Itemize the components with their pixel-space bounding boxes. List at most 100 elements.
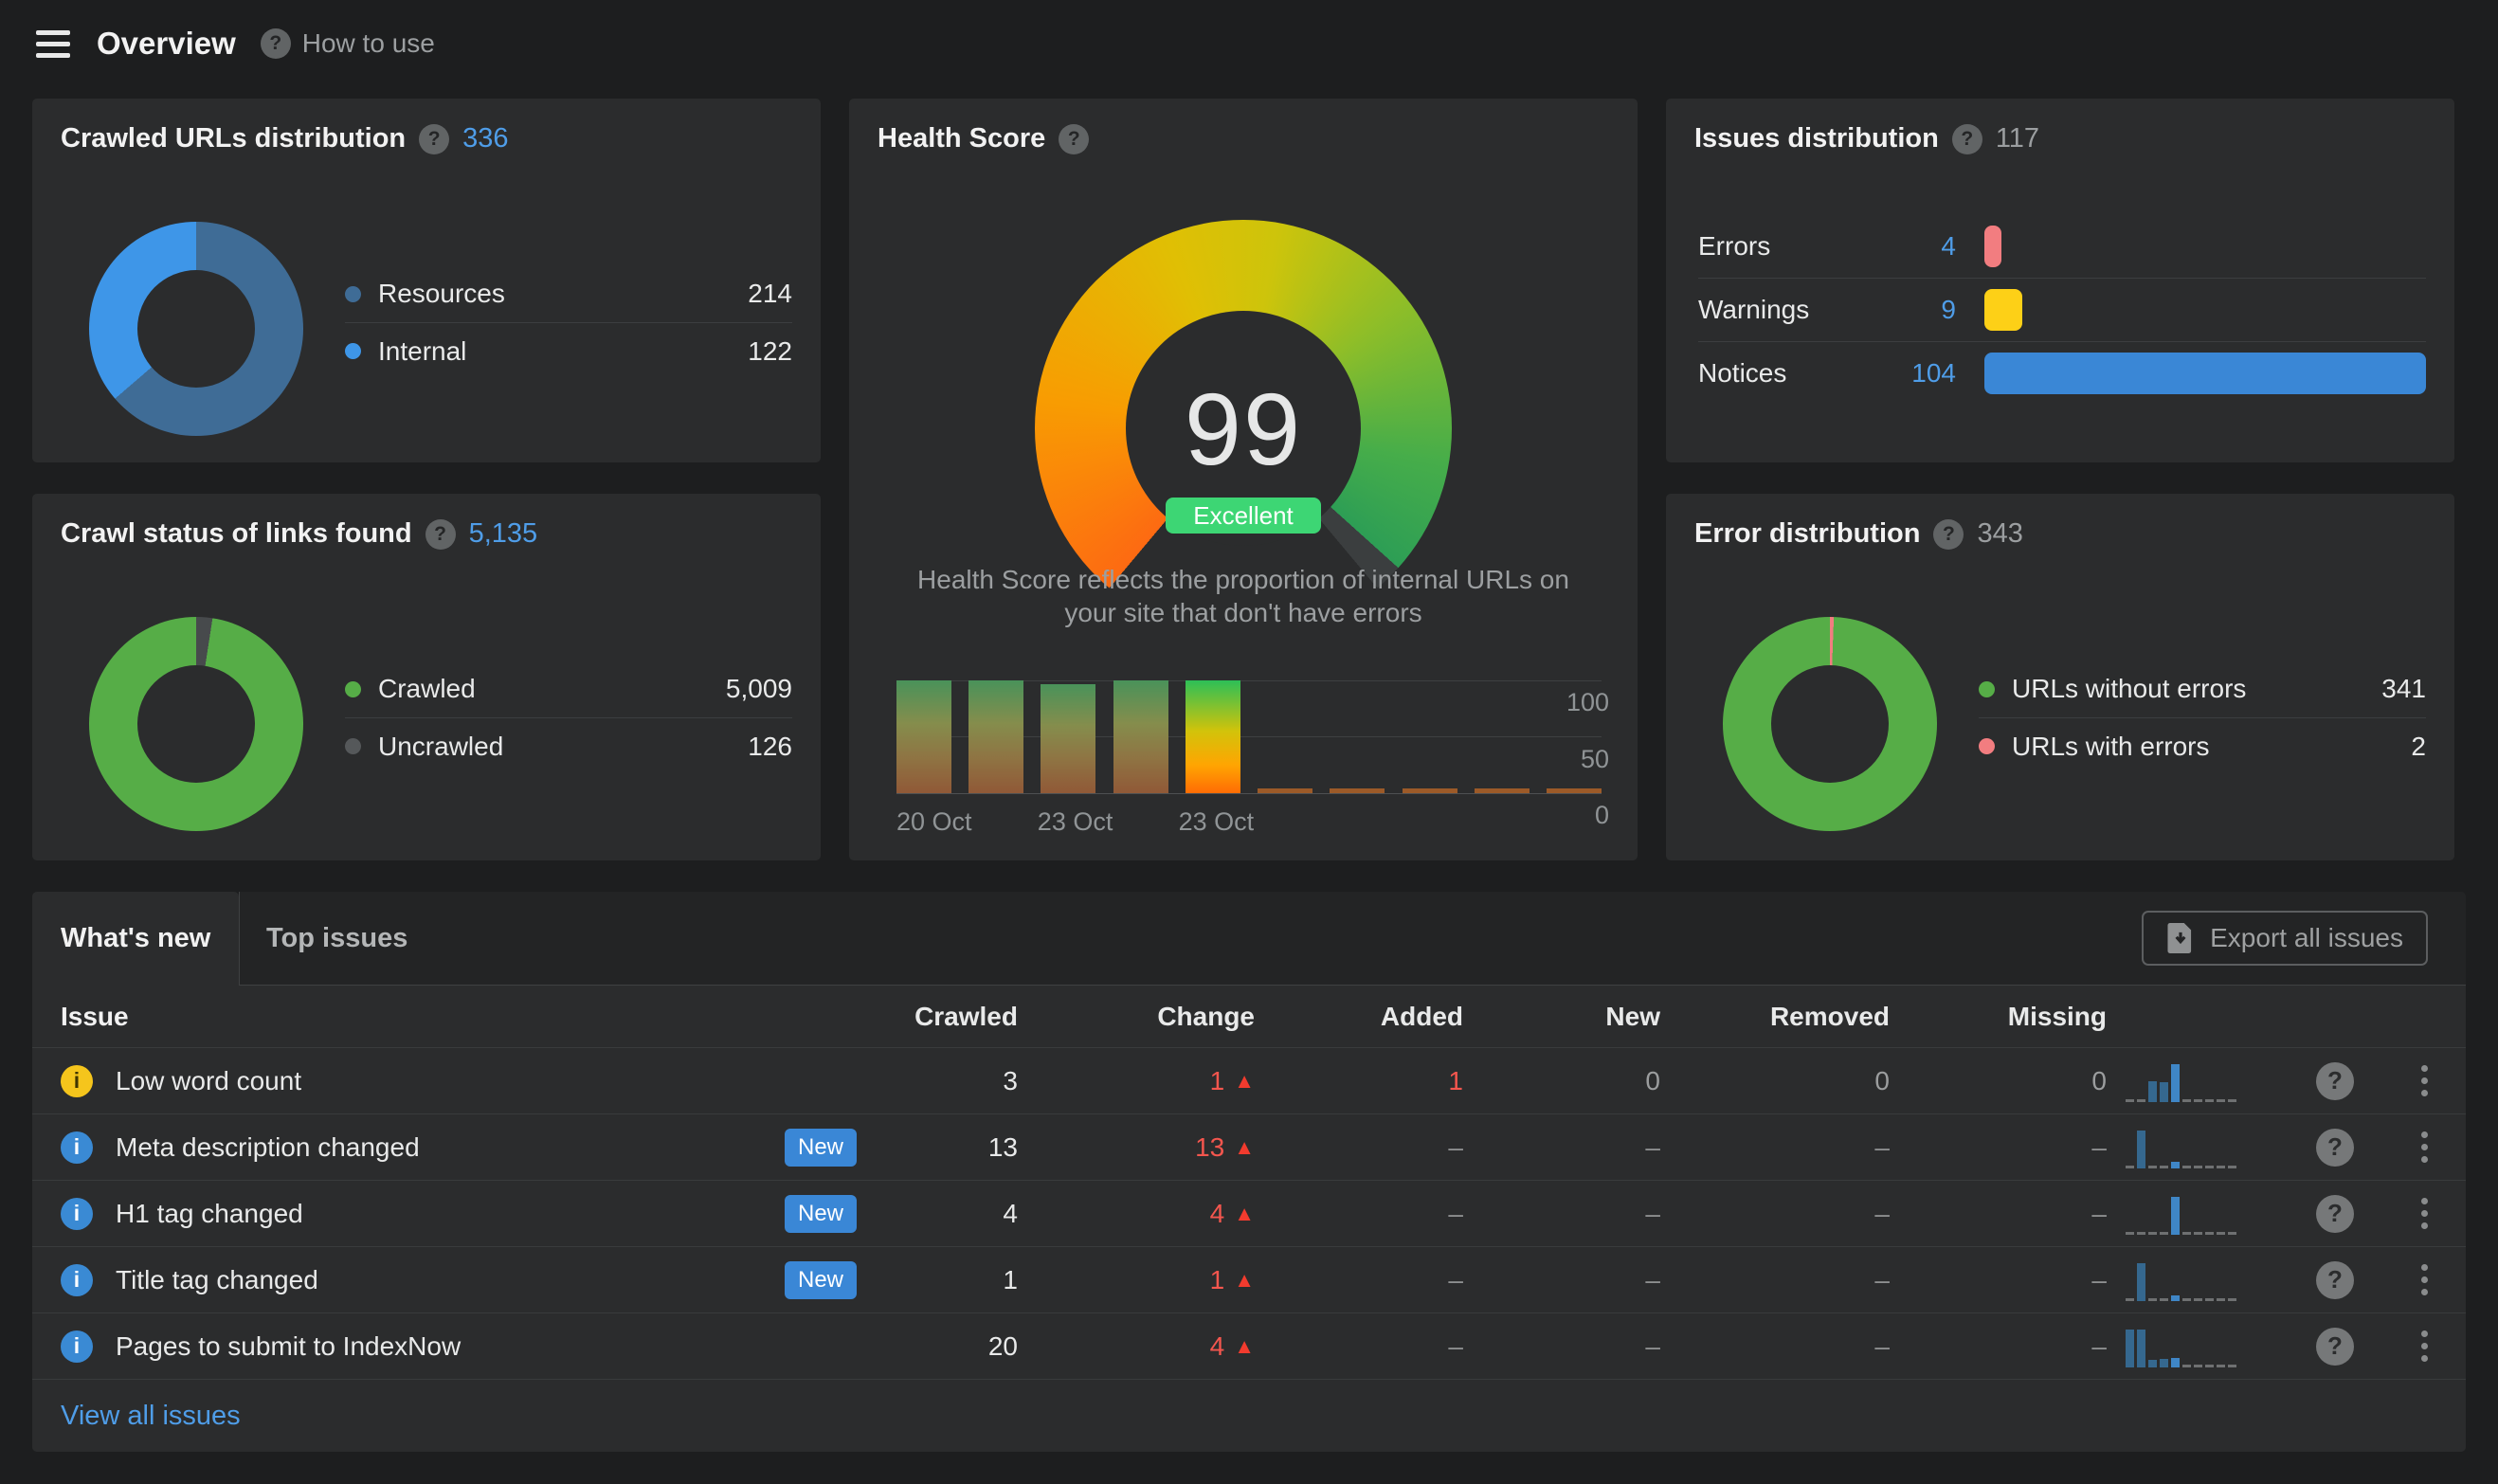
health-history-chart: [896, 680, 1602, 794]
export-all-issues-button[interactable]: Export all issues: [2142, 911, 2428, 966]
issue-label[interactable]: H1 tag changed: [116, 1198, 303, 1228]
health-score-value: 99: [1184, 371, 1303, 486]
issues-bar-list: Errors 4 Warnings 9 Notices 104: [1698, 214, 2426, 405]
issue-sparkline: [2107, 1127, 2288, 1168]
legend-dot: [345, 680, 361, 697]
new-badge: New: [784, 1260, 857, 1299]
change-cell: 4 ▲: [1018, 1331, 1255, 1362]
legend-value: 122: [748, 335, 792, 366]
help-icon[interactable]: ?: [1059, 123, 1090, 154]
cell-value: –: [1448, 1330, 1463, 1361]
issue-label[interactable]: Meta description changed: [116, 1131, 420, 1162]
issues-total: 117: [1995, 123, 2040, 154]
crawl-status-legend: Crawled 5,009 Uncrawled 126: [345, 661, 792, 774]
help-icon[interactable]: ?: [1933, 518, 1964, 550]
issue-dist-bar: [1984, 289, 2426, 331]
how-to-use[interactable]: ? How to use: [260, 28, 435, 59]
tab-whats-new[interactable]: What's new: [32, 892, 239, 986]
kebab-menu-icon[interactable]: [2420, 1330, 2428, 1362]
health-history-bar: [968, 680, 1024, 793]
kebab-menu-icon[interactable]: [2420, 1264, 2428, 1295]
issue-dist-count-link[interactable]: 104: [1911, 358, 1956, 388]
health-history-bar: [1330, 788, 1385, 793]
cell-value: 0: [2091, 1065, 2107, 1095]
cell-value: –: [1874, 1330, 1890, 1361]
issue-sparkline: [2107, 1193, 2288, 1235]
card-title: Crawl status of links found: [61, 518, 412, 549]
health-history-bar: [1113, 680, 1168, 793]
health-history-bar: [1041, 684, 1096, 793]
cell-value: 0: [1874, 1065, 1890, 1095]
row-help-icon[interactable]: ?: [2316, 1260, 2354, 1299]
issue-label[interactable]: Low word count: [116, 1065, 302, 1095]
issues-table: Issue Crawled Change Added New Removed M…: [32, 986, 2466, 1452]
legend-label: URLs with errors: [2012, 731, 2210, 761]
kebab-menu-icon[interactable]: [2420, 1198, 2428, 1229]
kebab-menu-icon[interactable]: [2420, 1131, 2428, 1163]
issue-dist-count-link[interactable]: 4: [1941, 230, 1956, 261]
arrow-up-icon: ▲: [1234, 1333, 1255, 1358]
tab-top-issues[interactable]: Top issues: [266, 922, 408, 953]
help-icon[interactable]: ?: [425, 518, 456, 550]
crawled-urls-card: Crawled URLs distribution ? 336 Resource…: [32, 99, 821, 462]
new-badge: New: [784, 1194, 857, 1233]
change-value: 1: [1209, 1264, 1225, 1294]
health-description: Health Score reflects the proportion of …: [917, 565, 1569, 627]
health-history-bar: [1258, 788, 1313, 793]
issue-dist-label: Errors: [1698, 230, 1771, 261]
kebab-menu-icon[interactable]: [2420, 1065, 2428, 1096]
issue-dist-count-link[interactable]: 9: [1941, 295, 1956, 324]
row-help-icon[interactable]: ?: [2316, 1194, 2354, 1233]
col-issue: Issue: [61, 1001, 129, 1031]
change-cell: 1 ▲: [1018, 1265, 1255, 1295]
legend-dot: [345, 343, 361, 359]
legend-label: Crawled: [378, 674, 476, 703]
col-new: New: [1605, 1001, 1660, 1031]
cell-value: –: [1448, 1198, 1463, 1228]
legend-value: 126: [748, 731, 792, 761]
menu-icon[interactable]: [36, 29, 70, 58]
help-icon[interactable]: ?: [1951, 123, 1982, 154]
legend-row: Crawled 5,009: [345, 661, 792, 717]
view-all-issues-link[interactable]: View all issues: [61, 1400, 241, 1431]
issue-sparkline: [2107, 1259, 2288, 1301]
issue-label[interactable]: Title tag changed: [116, 1264, 318, 1294]
change-cell: 13 ▲: [1018, 1132, 1255, 1163]
y-axis-tick: 0: [1594, 801, 1609, 829]
cell-value: 13: [987, 1131, 1018, 1162]
legend-row: Uncrawled 126: [345, 717, 792, 774]
legend-label: Internal: [378, 335, 467, 366]
card-title: Crawled URLs distribution: [61, 123, 407, 154]
issue-dist-label: Notices: [1698, 358, 1787, 388]
health-history-bar: [1474, 788, 1530, 793]
row-help-icon[interactable]: ?: [2316, 1327, 2354, 1366]
col-missing: Missing: [2007, 1001, 2107, 1031]
legend-label: URLs without errors: [2012, 674, 2247, 703]
cell-value: –: [1645, 1330, 1660, 1361]
legend-row: URLs without errors 341: [1979, 661, 2426, 717]
crawled-total-link[interactable]: 336: [462, 123, 509, 154]
col-removed: Removed: [1769, 1001, 1890, 1031]
top-bar: Overview ? How to use: [0, 0, 2498, 87]
cell-value: –: [1874, 1198, 1890, 1228]
page-title: Overview: [97, 26, 236, 61]
cell-value: 0: [1645, 1065, 1660, 1095]
crawl-status-total-link[interactable]: 5,135: [468, 518, 538, 549]
col-change: Change: [1157, 1001, 1255, 1031]
error-distribution-card: Error distribution ? 343 URLs without er…: [1666, 494, 2454, 860]
legend-row: URLs with errors 2: [1979, 717, 2426, 774]
x-axis-label: 23 Oct: [1037, 807, 1113, 836]
help-icon: ?: [260, 28, 291, 59]
row-help-icon[interactable]: ?: [2316, 1128, 2354, 1167]
error-dist-total: 343: [1977, 518, 2023, 549]
issue-dist-label: Warnings: [1698, 295, 1810, 324]
health-history-bar: [1546, 788, 1602, 793]
row-help-icon[interactable]: ?: [2316, 1061, 2354, 1100]
export-label: Export all issues: [2210, 923, 2403, 952]
issue-label[interactable]: Pages to submit to IndexNow: [116, 1330, 462, 1361]
card-title: Health Score: [878, 123, 1046, 154]
y-axis-tick: 100: [1566, 688, 1609, 716]
health-history-bar: [1402, 788, 1457, 793]
help-icon[interactable]: ?: [419, 123, 450, 154]
arrow-up-icon: ▲: [1234, 1267, 1255, 1292]
